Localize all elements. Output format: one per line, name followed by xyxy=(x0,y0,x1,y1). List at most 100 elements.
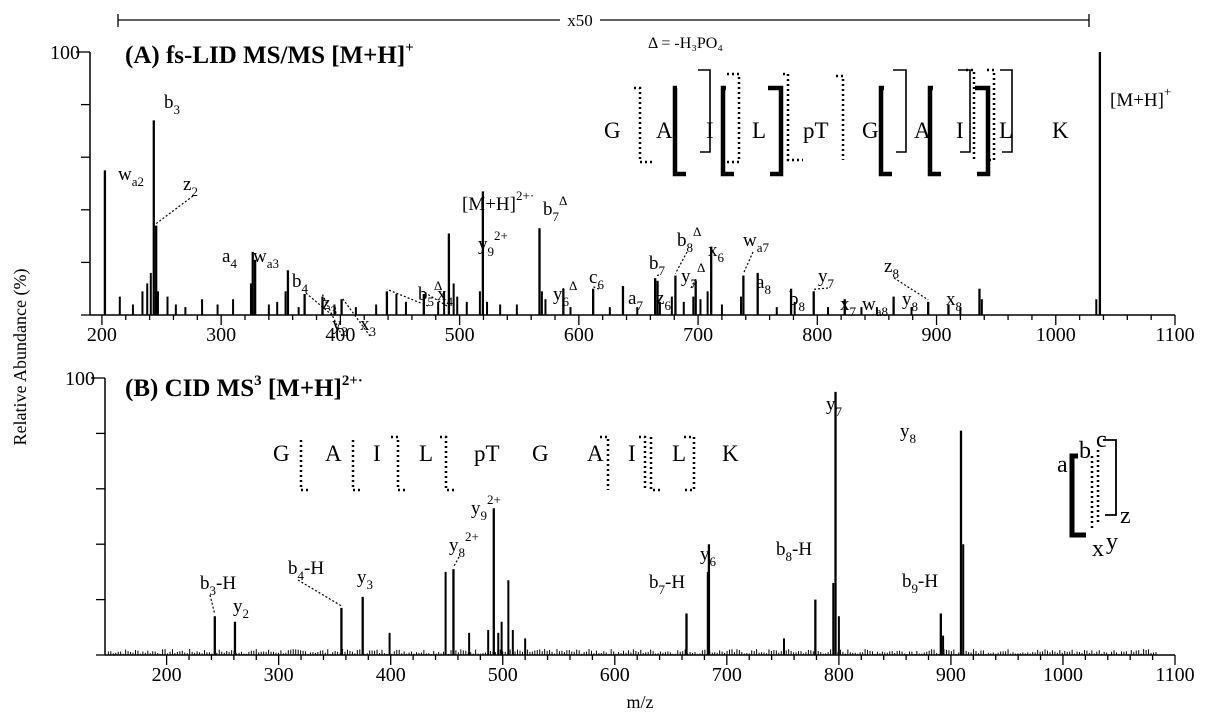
peak-label: wa3 xyxy=(253,246,279,271)
peaks-b: b3-Hy2 b4-H y3 y82+ y92+ b7-H y6 b8-H y7 b9-H y8 xyxy=(200,391,963,655)
peak-label: z2 xyxy=(183,174,198,199)
peak-label: wa8 xyxy=(862,294,888,319)
y-axis-label: Relative Abundance (%) xyxy=(10,269,31,446)
peak-label: y92+ xyxy=(471,492,501,523)
peak-label: y3 xyxy=(357,567,373,592)
peaks-a: wa2b3z2a4wa3b4z3y3x3b5Δx4y92+[M+H]2+·b7Δ… xyxy=(103,52,1171,339)
peak-label: b7Δ xyxy=(543,193,567,224)
x-tick-label: 500 xyxy=(445,324,475,346)
x-tick-label: 800 xyxy=(824,664,854,686)
peak-leader xyxy=(209,594,216,615)
sequence-residue: L xyxy=(672,441,686,466)
peak-label: b7 xyxy=(649,253,666,278)
sequence-residue: L xyxy=(419,441,433,466)
peak-label: b8-H xyxy=(776,539,812,564)
x-tick-label: 1000 xyxy=(1036,324,1076,346)
peak-label: b3-H xyxy=(200,573,236,598)
sequence-residue: I xyxy=(956,118,964,143)
peak-label: a8 xyxy=(756,272,771,297)
peak-leader xyxy=(893,277,929,301)
cleavage-brackets-a xyxy=(634,68,1013,177)
x-tick-label: 700 xyxy=(712,664,742,686)
chart-title-b: (B) CID MS3 [M+H]2+· xyxy=(125,373,363,402)
legend-letter-a: a xyxy=(1057,452,1068,478)
legend-c-bracket xyxy=(1103,439,1117,516)
peak-label: [M+H]2+· xyxy=(462,188,534,215)
peak-label: y8 xyxy=(900,421,916,446)
sequence-residue: K xyxy=(1052,118,1069,143)
peak-label: [M+H]+ xyxy=(1110,84,1171,111)
fragment-legend: a b c x y z xyxy=(1057,427,1131,562)
x-tick-label: 300 xyxy=(264,664,294,686)
peak-label: c6 xyxy=(589,267,604,292)
peak-label: y6 xyxy=(700,544,717,569)
peak-label: b4 xyxy=(292,271,309,296)
peak-label: wa2 xyxy=(118,164,144,189)
peak-leader xyxy=(452,556,460,568)
sequence-residue: G xyxy=(532,441,549,466)
x-tick-label: 400 xyxy=(325,324,355,346)
peak-label: y82+ xyxy=(449,529,479,560)
peak-leader xyxy=(674,251,688,274)
sequence-residue: pT xyxy=(474,441,500,466)
legend-a-bracket xyxy=(1069,453,1086,538)
sequence-residue: K xyxy=(722,441,739,466)
peak-label: b7-H xyxy=(649,572,685,597)
y-tick-label: 100 xyxy=(50,42,80,64)
magnification-label: x50 xyxy=(567,11,593,30)
minor-peaks-b xyxy=(388,544,965,655)
sequence-residue: I xyxy=(373,441,381,466)
baseline-noise-b xyxy=(107,649,1157,655)
sequence-residue: G xyxy=(862,118,879,143)
delta-note: Δ = -H₃PO₄ xyxy=(648,35,723,52)
peak-label: z6 xyxy=(656,288,671,313)
sequence-residue: pT xyxy=(803,118,829,143)
legend-letter-x: x xyxy=(1092,536,1104,562)
x-tick-label: 600 xyxy=(600,664,630,686)
x-tick-label: 1000 xyxy=(1043,664,1083,686)
peak-leader xyxy=(304,291,333,316)
peak-label: b9-H xyxy=(902,571,938,596)
x-tick-label: 500 xyxy=(488,664,518,686)
peak-leader xyxy=(690,278,697,289)
peak-leader xyxy=(592,286,600,290)
y-tick-label: 100 xyxy=(65,368,95,390)
peak-leader xyxy=(423,291,448,307)
sequence-residue: G xyxy=(273,441,290,466)
x-tick-label: 1100 xyxy=(1155,324,1194,346)
peak-label: x3 xyxy=(360,314,376,339)
x-tick-label: 700 xyxy=(683,324,713,346)
cleavage-brackets-b xyxy=(299,435,696,492)
x-axis-label: m/z xyxy=(627,692,654,712)
x-tick-label: 200 xyxy=(87,324,117,346)
panel-b: 100 200 300 400 500 600 700 800 900 1000 1100 b3-H… xyxy=(65,368,1195,686)
minor-peaks-a xyxy=(118,272,1098,315)
axes-a: 100 200 300 400 500 600 700 800 900 1000 1100 xyxy=(50,42,1195,346)
x-tick-label: 800 xyxy=(802,324,832,346)
peak-leader xyxy=(386,288,429,307)
sequence-residue: A xyxy=(914,118,931,143)
peak-label: x7 xyxy=(840,294,857,319)
x-tick-label: 600 xyxy=(564,324,594,346)
x-tick-label: 200 xyxy=(152,664,182,686)
peak-label: z8 xyxy=(884,256,899,281)
x-tick-label: 900 xyxy=(936,664,966,686)
peak-label: a4 xyxy=(222,246,237,271)
peak-leader xyxy=(155,195,194,225)
peak-label: y6Δ xyxy=(553,278,577,309)
peak-leader xyxy=(297,579,342,607)
peak-label: y7Δ xyxy=(681,260,705,291)
peak-label: wa7 xyxy=(743,230,770,255)
legend-letter-y: y xyxy=(1106,529,1118,555)
magnification-bracket: x50 xyxy=(117,11,1090,30)
sequence-residue: I xyxy=(628,441,636,466)
x-tick-label: 400 xyxy=(376,664,406,686)
peak-label: y7 xyxy=(818,266,835,291)
peak-label: b8Δ xyxy=(677,224,701,255)
sequence-residue: L xyxy=(999,118,1013,143)
x-tick-label: 300 xyxy=(206,324,236,346)
